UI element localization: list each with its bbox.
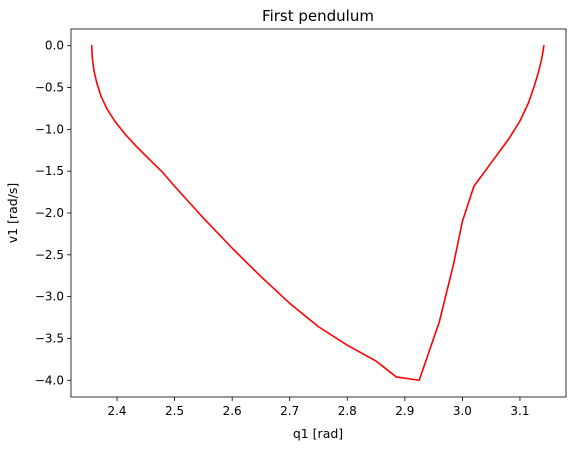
x-axis: 2.4 2.5 2.6 2.7 2.8 2.9 3.0 3.1 xyxy=(107,397,530,418)
y-tick-label: −1.0 xyxy=(35,122,64,136)
y-axis: 0.0 −0.5 −1.0 −1.5 −2.0 −2.5 −3.0 −3.5 −4.0 xyxy=(35,39,71,387)
y-tick-label: −4.0 xyxy=(35,373,64,387)
y-tick-label: −2.0 xyxy=(35,206,64,220)
y-tick-label: −2.5 xyxy=(35,248,64,262)
y-tick-label: −3.0 xyxy=(35,290,64,304)
x-tick-label: 2.4 xyxy=(107,404,126,418)
x-tick-label: 2.9 xyxy=(395,404,414,418)
y-tick-label: −0.5 xyxy=(35,81,64,95)
plot-area xyxy=(70,28,567,398)
series-line-0 xyxy=(90,44,545,382)
x-tick-label: 3.0 xyxy=(453,404,472,418)
x-tick-label: 3.1 xyxy=(510,404,529,418)
x-tick-label: 2.5 xyxy=(165,404,184,418)
y-tick-label: −1.5 xyxy=(35,164,64,178)
y-axis-label: v1 [rad/s] xyxy=(5,183,20,244)
x-tick-label: 2.8 xyxy=(338,404,357,418)
x-tick-label: 2.6 xyxy=(223,404,242,418)
x-axis-label: q1 [rad] xyxy=(293,426,343,441)
y-tick-label: 0.0 xyxy=(45,39,64,53)
series-layer xyxy=(90,44,545,382)
chart-title: First pendulum xyxy=(262,7,374,25)
y-tick-label: −3.5 xyxy=(35,331,64,345)
x-tick-label: 2.7 xyxy=(280,404,299,418)
